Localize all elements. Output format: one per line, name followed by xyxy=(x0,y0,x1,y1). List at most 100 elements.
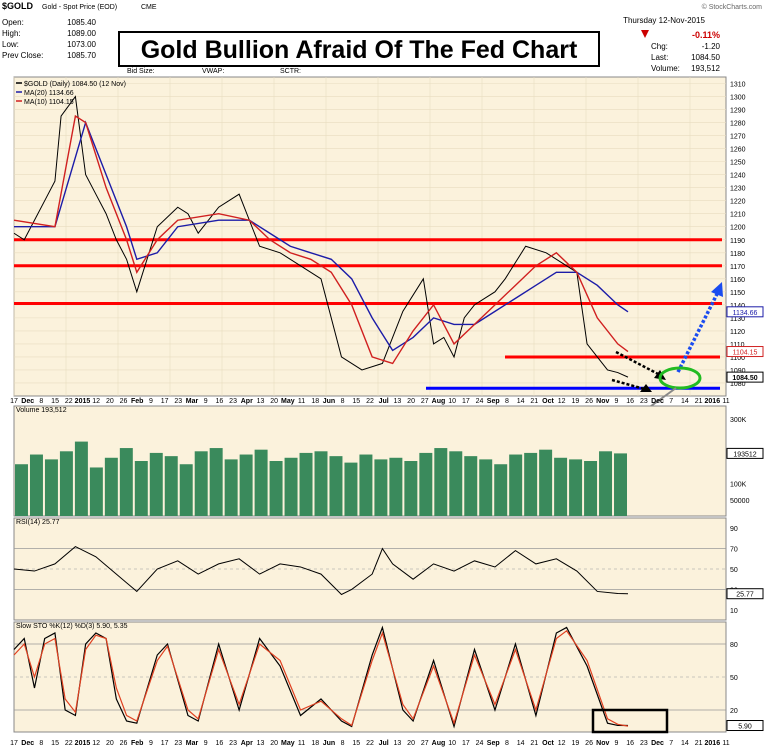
x-tick-label: 17 xyxy=(10,398,18,405)
toolbar-item: VWAP: xyxy=(202,68,224,75)
volume-bar xyxy=(239,454,253,516)
x-tick-label: 9 xyxy=(204,398,208,405)
volume-bar xyxy=(224,459,238,516)
y-tick-label: 300K xyxy=(730,417,747,424)
x-tick-label: Dec xyxy=(651,740,664,747)
volume-bar xyxy=(254,449,268,516)
volume-bar xyxy=(44,459,58,516)
x-tick-label: Jul xyxy=(379,398,389,405)
volume-bar xyxy=(299,452,313,516)
x-tick-label: 23 xyxy=(640,398,648,405)
x-tick-label: 16 xyxy=(215,740,223,747)
highlight-box xyxy=(591,708,669,734)
value-tag-label: 193512 xyxy=(733,451,756,458)
x-tick-label: 26 xyxy=(585,740,593,747)
arrowhead-icon xyxy=(640,384,652,392)
x-tick-label: 18 xyxy=(311,740,319,747)
x-tick-label: May xyxy=(281,398,295,405)
x-tick-label: Apr xyxy=(241,398,253,405)
y-tick-label: 1230 xyxy=(730,186,746,193)
stat-value: 193,512 xyxy=(691,64,720,73)
x-tick-label: Nov xyxy=(596,740,609,747)
exchange-label: CME xyxy=(141,4,157,11)
down-dotted-arrow xyxy=(611,378,649,392)
x-tick-label: 10 xyxy=(448,740,456,747)
x-tick-label: 20 xyxy=(407,398,415,405)
x-tick-label: Mar xyxy=(186,398,199,405)
volume-bar xyxy=(614,453,627,516)
stat-label: Open: xyxy=(2,18,24,27)
x-tick-label: 9 xyxy=(615,740,619,747)
series-line-gold xyxy=(13,95,629,378)
volume-bar xyxy=(329,456,343,516)
series-line-ma10 xyxy=(13,114,629,365)
y-tick-label: 1130 xyxy=(730,316,745,323)
volume-bar xyxy=(389,457,403,516)
volume-bar xyxy=(359,454,373,516)
value-tag-label: 5.90 xyxy=(738,724,752,731)
x-tick-label: May xyxy=(281,740,295,747)
x-tick-label: 17 xyxy=(10,740,18,747)
x-tick-label: 9 xyxy=(149,398,153,405)
pct-change: -0.11% xyxy=(692,30,720,40)
volume-bar xyxy=(15,464,28,516)
x-tick-label: 26 xyxy=(585,398,593,405)
volume-bar xyxy=(554,457,568,516)
volume-bar xyxy=(314,451,328,516)
volume-bar xyxy=(569,459,583,516)
x-tick-label: 15 xyxy=(352,740,360,747)
legend-label: Slow STO %K(12) %D(3) 5.90, 5.35 xyxy=(16,623,128,630)
volume-bar xyxy=(119,448,133,516)
volume-bar xyxy=(524,452,538,516)
x-tick-label: 13 xyxy=(257,398,265,405)
x-tick-label: 21 xyxy=(530,398,538,405)
value-tag xyxy=(726,371,764,383)
x-tick-label: 13 xyxy=(393,740,401,747)
stat-label: Volume: xyxy=(651,64,680,73)
x-tick-label: Feb xyxy=(131,398,143,405)
y-tick-label: 20 xyxy=(730,708,738,715)
x-tick-label: 11 xyxy=(722,398,729,405)
stat-value: 1085.40 xyxy=(67,18,96,27)
volume-bar xyxy=(89,467,103,516)
ticker-description: Gold - Spot Price (EOD) xyxy=(42,4,117,11)
x-tick-label: 8 xyxy=(505,398,509,405)
volume-bar xyxy=(134,461,148,516)
x-tick-label: 22 xyxy=(366,740,374,747)
x-tick-label: 23 xyxy=(174,740,182,747)
y-tick-label: 50000 xyxy=(730,498,750,505)
y-tick-label: 1110 xyxy=(730,342,745,349)
y-tick-label: 1290 xyxy=(730,108,746,115)
x-tick-label: 13 xyxy=(257,740,265,747)
y-tick-label: 1100 xyxy=(730,355,745,362)
volume-bar xyxy=(404,461,418,516)
x-tick-label: 16 xyxy=(626,398,634,405)
volume-bar xyxy=(539,449,553,516)
x-tick-label: 26 xyxy=(120,398,128,405)
y-tick-label: 1190 xyxy=(730,238,745,245)
x-tick-label: 12 xyxy=(558,398,566,405)
x-tick-label: 21 xyxy=(695,740,703,747)
x-tick-label: Dec xyxy=(651,398,664,405)
y-tick-label: 1240 xyxy=(730,173,746,180)
x-tick-label: 20 xyxy=(106,398,114,405)
x-tick-label: 11 xyxy=(298,398,305,405)
arrowhead-icon xyxy=(711,282,723,297)
value-tag-label: 1104.15 xyxy=(733,350,758,357)
x-tick-label: 8 xyxy=(341,398,345,405)
x-tick-label: 20 xyxy=(407,740,415,747)
value-tag xyxy=(726,306,764,318)
value-tag-label: 1134.66 xyxy=(733,310,758,317)
y-tick-label: 50 xyxy=(730,675,738,682)
volume-bar xyxy=(599,451,613,516)
y-tick-label: 70 xyxy=(730,547,738,554)
y-tick-label: 1300 xyxy=(730,95,746,102)
stat-value: 1073.00 xyxy=(67,40,96,49)
y-tick-label: 1170 xyxy=(730,264,745,271)
x-tick-label: 14 xyxy=(517,740,525,747)
stat-label: Low: xyxy=(2,40,19,49)
x-tick-label: 8 xyxy=(341,740,345,747)
volume-bar xyxy=(29,454,43,516)
legend-label: MA(20) 1134.66 xyxy=(24,90,74,97)
x-tick-label: 23 xyxy=(229,740,237,747)
